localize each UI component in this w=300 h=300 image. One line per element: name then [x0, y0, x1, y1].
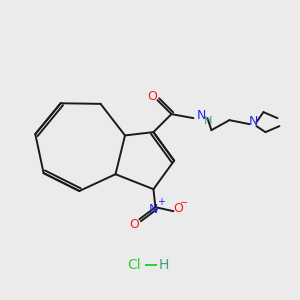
Text: Cl: Cl [127, 258, 141, 272]
Text: −: − [180, 198, 188, 208]
Text: O: O [173, 202, 183, 215]
Text: +: + [158, 197, 165, 207]
Text: N: N [197, 109, 206, 122]
Text: O: O [148, 90, 158, 103]
Text: N: N [149, 203, 158, 216]
Text: H: H [204, 116, 213, 126]
Text: O: O [130, 218, 140, 231]
Text: N: N [249, 115, 258, 128]
Text: H: H [159, 258, 169, 272]
